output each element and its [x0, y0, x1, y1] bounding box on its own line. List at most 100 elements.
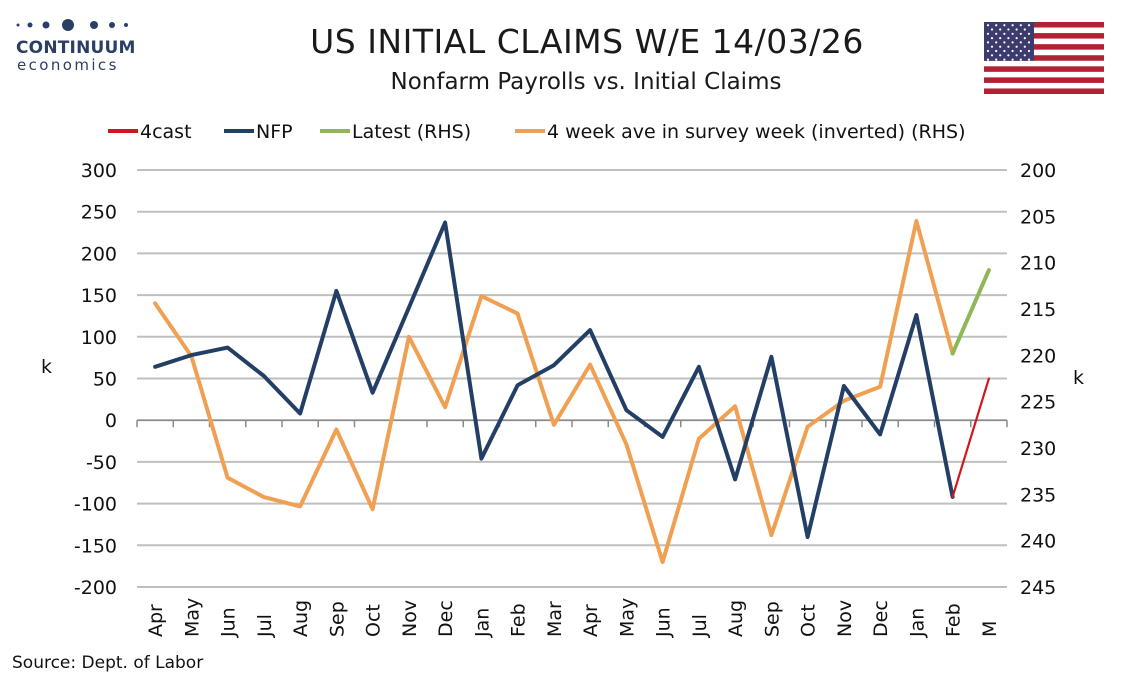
x-tick-label: Dec: [435, 600, 457, 637]
flag-star: [1027, 32, 1031, 35]
flag-star: [1011, 32, 1014, 35]
logo-dots-icon: [16, 19, 128, 31]
flag-star: [990, 45, 994, 48]
flag-star: [1027, 41, 1031, 44]
x-tick-label: Jul: [689, 614, 711, 638]
flag-stripe: [984, 82, 1104, 89]
y-tick-right: 235: [1020, 484, 1056, 506]
y-tick-right: 205: [1020, 206, 1056, 228]
flag-stripe: [984, 33, 1104, 39]
x-tick-label: Mar: [544, 601, 566, 637]
flag-star: [1003, 58, 1006, 61]
flag-star: [1003, 32, 1006, 35]
flag-star: [1019, 24, 1022, 27]
logo-wordmark: CONTINUUM: [16, 38, 136, 58]
y-tick-left: 300: [81, 160, 117, 182]
y-axis-label-left: k: [41, 356, 52, 378]
flag-star: [1027, 24, 1031, 27]
flag-star: [1027, 49, 1031, 53]
flag-star: [1023, 28, 1026, 31]
flag-star: [986, 41, 990, 44]
x-tick-label: Jun: [653, 607, 675, 638]
flag-star: [995, 41, 998, 44]
y-tick-right: 240: [1020, 531, 1056, 553]
y-tick-left: -200: [74, 577, 117, 599]
flag-star: [1003, 24, 1006, 27]
continuum-economics-logo: CONTINUUM economics: [14, 16, 136, 76]
flag-star: [995, 24, 998, 27]
y-tick-left: 150: [81, 285, 117, 307]
x-tick-label: Apr: [580, 604, 602, 637]
flag-stripe: [984, 71, 1104, 78]
flag-stripe: [984, 66, 1104, 73]
flag-star: [1011, 49, 1014, 53]
chart-title: US INITIAL CLAIMS W/E 14/03/26: [310, 22, 864, 61]
flag-star: [999, 54, 1002, 57]
y-tick-right: 200: [1020, 160, 1056, 182]
flag-star: [999, 28, 1002, 31]
flag-star: [1019, 32, 1022, 35]
us-flag-icon: [984, 22, 1104, 94]
flag-star: [1023, 45, 1026, 48]
flag-star: [1011, 41, 1014, 44]
flag-star: [1019, 58, 1022, 61]
logo-dot: [42, 21, 50, 29]
flag-star: [1019, 49, 1022, 53]
flag-stripe: [984, 27, 1104, 34]
x-tick-label: M: [979, 621, 1001, 637]
logo-dot: [16, 23, 20, 27]
flag-star: [1023, 54, 1026, 57]
source-note: Source: Dept. of Labor: [12, 653, 204, 673]
flag-star: [995, 32, 998, 35]
x-tick-label: Aug: [725, 600, 747, 637]
flag-stripe: [984, 38, 1104, 45]
flag-stripe: [984, 22, 1104, 28]
series-line-4cast: [951, 377, 991, 498]
flag-stripe: [984, 44, 1104, 50]
legend-label: NFP: [256, 121, 293, 143]
x-tick-label: Feb: [943, 603, 965, 637]
x-tick-label: Jul: [254, 614, 276, 638]
flag-star: [1015, 37, 1018, 40]
x-tick-label: Dec: [870, 600, 892, 637]
flag-star: [986, 49, 990, 53]
flag-star: [990, 54, 994, 57]
y-tick-left: 50: [93, 369, 117, 391]
flag-star: [1015, 28, 1018, 31]
flag-stripe: [984, 55, 1104, 61]
logo-dot: [90, 21, 98, 29]
flag-star: [999, 37, 1002, 40]
y-axis-label-right: k: [1073, 367, 1084, 389]
flag-stripe: [984, 49, 1104, 56]
x-tick-label: Jan: [471, 608, 493, 638]
flag-star: [1011, 58, 1014, 61]
y-tick-right: 225: [1020, 392, 1056, 414]
x-tick-label: Nov: [834, 600, 856, 637]
logo-dot: [124, 23, 128, 27]
flag-stripe: [984, 88, 1104, 94]
flag-star: [1027, 58, 1031, 61]
logo-dot: [109, 22, 115, 28]
flag-star: [1019, 41, 1022, 44]
flag-star: [990, 37, 994, 40]
y-tick-left: -100: [74, 494, 117, 516]
flag-star: [1007, 45, 1010, 48]
flag-star: [1023, 37, 1026, 40]
logo-dot: [62, 19, 74, 31]
flag-star: [995, 58, 998, 61]
x-tick-label: Oct: [798, 604, 820, 637]
x-tick-label: Oct: [363, 604, 385, 637]
y-tick-left: 100: [81, 327, 117, 349]
series-line-latest-rhs: [950, 268, 991, 356]
y-tick-left: 250: [81, 202, 117, 224]
flag-star: [1003, 49, 1006, 53]
flag-star: [1007, 37, 1010, 40]
y-tick-right: 230: [1020, 438, 1056, 460]
series-line-nfp: [153, 220, 955, 539]
x-tick-label: Apr: [145, 604, 167, 637]
x-tick-label: Aug: [290, 600, 312, 637]
flag-star: [986, 24, 990, 27]
x-tick-label: Jan: [906, 608, 928, 638]
flag-star: [1015, 54, 1018, 57]
